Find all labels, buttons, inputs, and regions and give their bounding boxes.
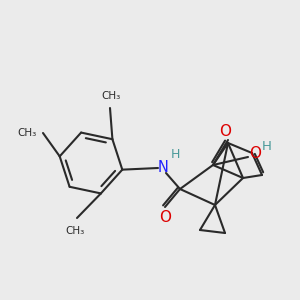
Text: H: H <box>170 148 180 161</box>
Text: CH₃: CH₃ <box>65 226 85 236</box>
Text: N: N <box>158 160 168 175</box>
Text: O: O <box>219 124 231 140</box>
Text: H: H <box>262 140 272 154</box>
Text: O: O <box>249 146 261 160</box>
Text: O: O <box>159 209 171 224</box>
Text: CH₃: CH₃ <box>18 128 37 138</box>
Text: CH₃: CH₃ <box>101 91 121 101</box>
